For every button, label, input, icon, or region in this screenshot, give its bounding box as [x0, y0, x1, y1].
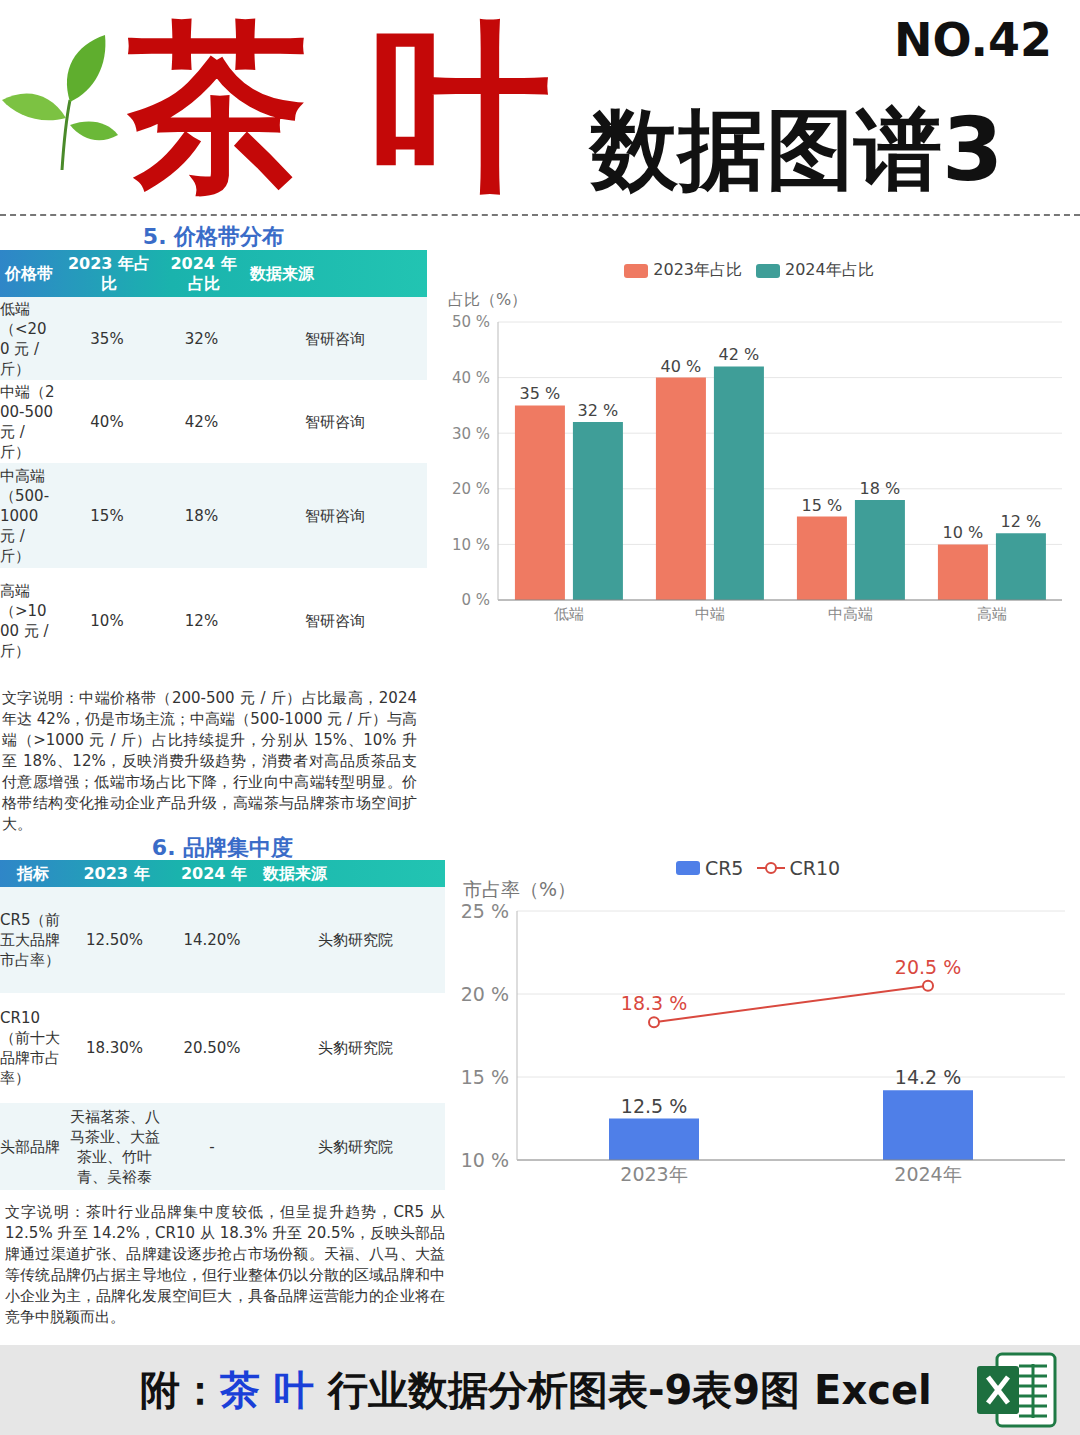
svg-text:20.5 %: 20.5 %	[895, 956, 961, 978]
html-text:2023 年占比: 2023 年占比	[67, 253, 150, 293]
html-text:价格带: 价格带	[5, 263, 53, 283]
svg-text:10 %: 10 %	[943, 523, 984, 542]
html-text:智研咨询: 智研咨询	[305, 506, 365, 525]
html-text:2024年占比: 2024年占比	[785, 260, 874, 279]
html-text:12%: 12%	[184, 611, 219, 630]
html-text:市占率（%）: 市占率（%）	[463, 878, 577, 900]
html-text:附：茶 叶 行业数据分析图表-9表9图 Excel: 附：茶 叶 行业数据分析图表-9表9图 Excel	[140, 1367, 932, 1413]
svg-text:中高端: 中高端	[828, 605, 873, 623]
html-text:5. 价格带分布: 5. 价格带分布	[142, 224, 285, 249]
html-text:6. 品牌集中度: 6. 品牌集中度	[151, 835, 294, 860]
html-text:15%: 15%	[90, 506, 124, 525]
html-text:头豹研究院: 头豹研究院	[318, 1039, 393, 1057]
svg-text:低端: 低端	[554, 605, 584, 623]
html-text:数据来源: 数据来源	[263, 863, 327, 883]
svg-text:25 %: 25 %	[461, 900, 509, 922]
html-text:数据图谱3: 数据图谱3	[590, 98, 1004, 201]
html-text:CR5: CR5	[704, 857, 744, 879]
svg-text:35 %: 35 %	[520, 384, 561, 403]
svg-text:14.2 %: 14.2 %	[895, 1066, 961, 1088]
html-text:18%: 18%	[184, 506, 219, 525]
html-text:中高端（500-1000 元 / 斤）: 中高端（500-1000 元 / 斤）	[0, 466, 49, 565]
html-text:CR5（前五大品牌市占率）: CR5（前五大品牌市占率）	[0, 911, 61, 969]
html-text:低端（<200 元 / 斤）: 低端（<200 元 / 斤）	[0, 299, 47, 378]
html-text:文字说明：中端价格带（200-500 元 / 斤）占比最高，: 文字说明：中端价格带（200-500 元 / 斤）占比最高，2024 年达 42…	[2, 689, 417, 833]
svg-text:40 %: 40 %	[661, 357, 702, 376]
html-text:茶 叶: 茶 叶	[128, 3, 551, 212]
svg-text:2023年: 2023年	[620, 1163, 687, 1185]
svg-text:50 %: 50 %	[452, 313, 490, 331]
svg-text:15 %: 15 %	[461, 1066, 509, 1088]
html-text:数据来源: 数据来源	[250, 263, 314, 283]
html-text:头豹研究院: 头豹研究院	[318, 1137, 393, 1156]
html-text:智研咨询: 智研咨询	[305, 329, 365, 348]
svg-text:0 %: 0 %	[461, 591, 490, 609]
html-text:CR10: CR10	[789, 857, 841, 879]
svg-text:12.5 %: 12.5 %	[621, 1095, 687, 1117]
html-text:35%: 35%	[90, 329, 124, 348]
html-text:2024 年占比: 2024 年占比	[170, 253, 237, 293]
svg-text:40 %: 40 %	[452, 369, 490, 387]
svg-text:30 %: 30 %	[452, 425, 490, 443]
html-text:头豹研究院: 头豹研究院	[318, 931, 393, 949]
html-text:2023年占比: 2023年占比	[653, 260, 742, 279]
html-text:占比（%）: 占比（%）	[448, 290, 528, 309]
svg-text:高端: 高端	[977, 605, 1007, 623]
html-text:20.50%: 20.50%	[183, 1039, 241, 1057]
html-text:2023 年: 2023 年	[83, 863, 150, 883]
html-text:32%: 32%	[184, 329, 219, 348]
svg-text:12 %: 12 %	[1001, 512, 1042, 531]
svg-text:2024年: 2024年	[894, 1163, 961, 1185]
html-text:智研咨询: 智研咨询	[305, 412, 365, 431]
svg-text:10 %: 10 %	[452, 536, 490, 554]
svg-text:10 %: 10 %	[461, 1149, 509, 1171]
html-text:头部品牌: 头部品牌	[0, 1137, 60, 1156]
svg-text:42 %: 42 %	[719, 345, 760, 364]
html-text:42%: 42%	[184, 412, 219, 431]
html-text:12.50%: 12.50%	[85, 931, 144, 949]
svg-text:18 %: 18 %	[860, 479, 901, 498]
html-text:40%: 40%	[90, 412, 124, 431]
svg-text:中端: 中端	[695, 605, 725, 623]
html-text:指标: 指标	[16, 863, 49, 883]
html-text:CR10（前十大品牌市占率）: CR10（前十大品牌市占率）	[0, 1009, 60, 1087]
html-text:文字说明：茶叶行业品牌集中度较低，但呈提升趋势，CR5 从: 文字说明：茶叶行业品牌集中度较低，但呈提升趋势，CR5 从 12.5% 升至 1…	[5, 1203, 445, 1326]
html-text:14.20%: 14.20%	[183, 931, 241, 949]
html-text:中端（200-500 元 / 斤）: 中端（200-500 元 / 斤）	[0, 382, 55, 461]
html-text:2024 年: 2024 年	[180, 863, 247, 883]
svg-text:15 %: 15 %	[802, 496, 843, 515]
html-text:天福茗茶、八马茶业、大益茶业、竹叶青、吴裕泰: 天福茗茶、八马茶业、大益茶业、竹叶青、吴裕泰	[69, 1107, 160, 1186]
html-text:智研咨询: 智研咨询	[305, 611, 365, 630]
svg-text:18.3 %: 18.3 %	[621, 992, 687, 1014]
svg-text:32 %: 32 %	[578, 401, 619, 420]
html-text:10%: 10%	[90, 611, 124, 630]
html-text:18.30%: 18.30%	[85, 1039, 144, 1057]
svg-text:20 %: 20 %	[461, 983, 509, 1005]
html-text:高端（>1000 元 / 斤）: 高端（>1000 元 / 斤）	[0, 581, 49, 660]
html-text:NO.42: NO.42	[893, 13, 1052, 67]
svg-text:20 %: 20 %	[452, 480, 490, 498]
